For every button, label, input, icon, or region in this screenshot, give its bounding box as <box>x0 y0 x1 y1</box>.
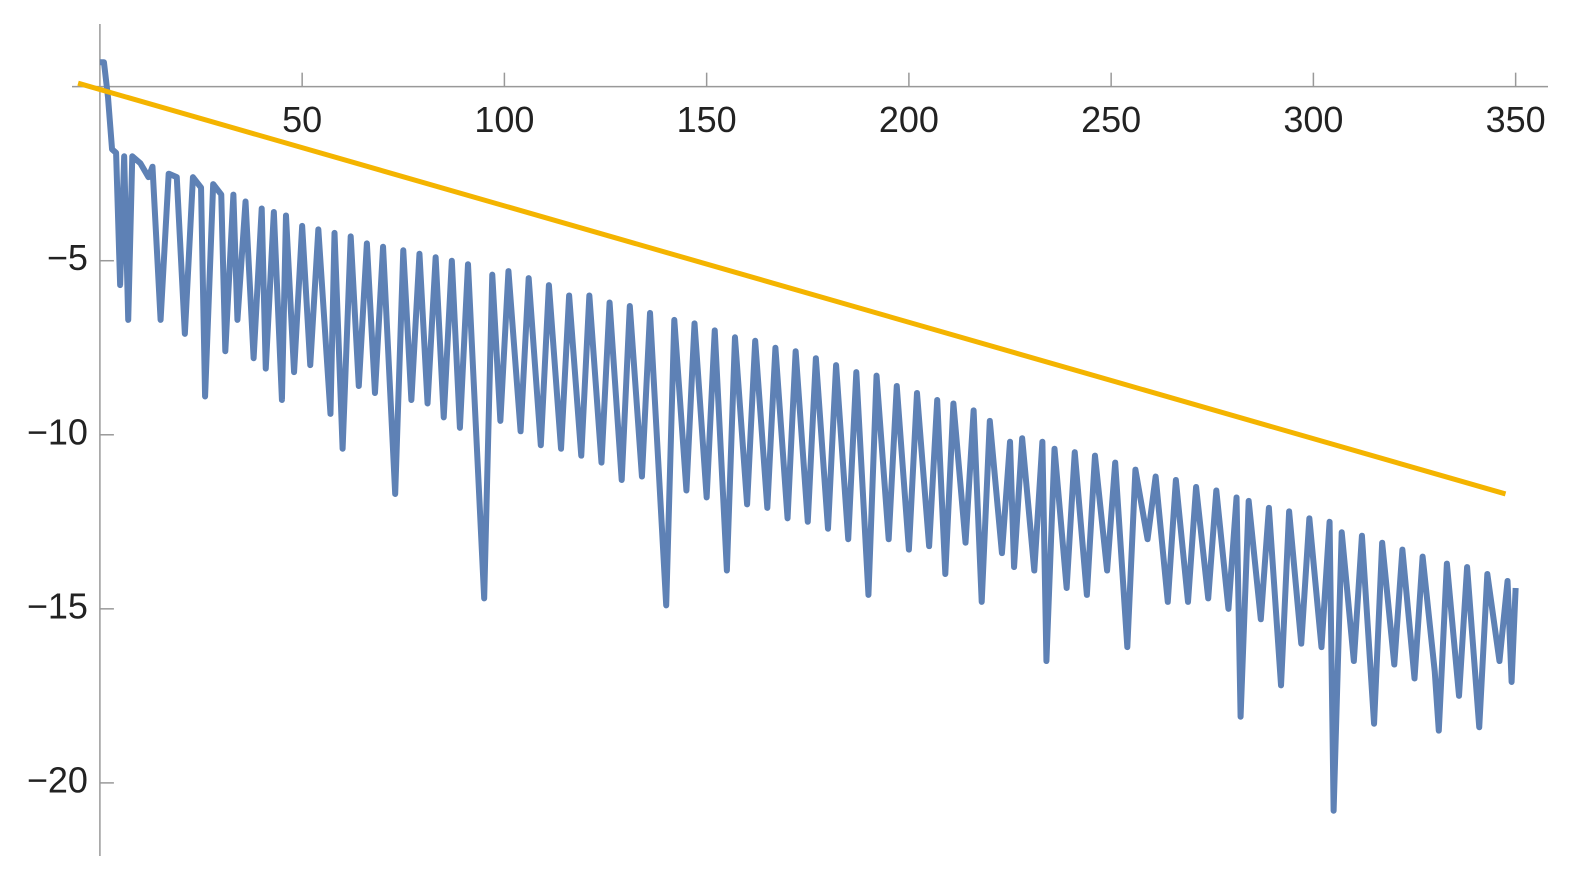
series-line <box>99 59 1519 814</box>
x-tick-label: 300 <box>1283 99 1343 140</box>
y-tick-label: −20 <box>27 759 88 800</box>
x-tick-label: 350 <box>1486 99 1546 140</box>
series-line <box>77 80 1507 497</box>
x-tick-label: 100 <box>474 99 534 140</box>
y-tick-label: −15 <box>27 585 88 626</box>
x-tick-label: 250 <box>1081 99 1141 140</box>
y-tick-label: −10 <box>27 411 88 452</box>
y-tick-label: −5 <box>47 237 88 278</box>
x-tick-label: 150 <box>677 99 737 140</box>
x-tick-label: 50 <box>282 99 322 140</box>
x-tick-label: 200 <box>879 99 939 140</box>
